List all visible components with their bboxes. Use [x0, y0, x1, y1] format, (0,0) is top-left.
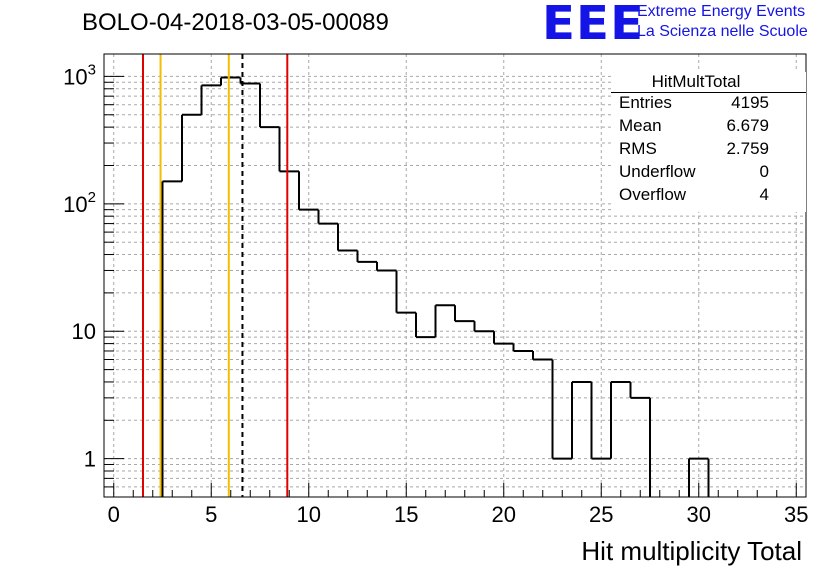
x-tick-label: 30 [687, 502, 711, 527]
y-tick-label: 1 [84, 447, 96, 472]
stats-divider [611, 92, 806, 93]
x-axis: 0 5 10 15 20 25 30 35 [108, 483, 808, 527]
x-tick-label: 0 [108, 502, 120, 527]
stats-row-entries: Entries 4195 [619, 93, 769, 115]
stats-row-overflow: Overflow 4 [619, 185, 769, 207]
marker-lines [142, 54, 289, 497]
y-tick-label: 103 [63, 61, 96, 89]
x-tick-label: 5 [205, 502, 217, 527]
plot-frame [103, 53, 807, 498]
stats-key: Entries [619, 93, 672, 112]
histogram-bars [161, 76, 710, 497]
stats-key: Mean [619, 116, 662, 135]
x-tick-label: 35 [784, 502, 808, 527]
logo-subtitle-line2: La Scienza nelle Scuole [637, 23, 808, 40]
x-tick-label: 10 [297, 502, 321, 527]
logo-subtitle-line1: Extreme Energy Events [637, 3, 806, 20]
stats-box: HitMultTotal Entries 4195 Mean 6.679 RMS… [611, 72, 806, 212]
stats-row-underflow: Underflow 0 [619, 162, 769, 184]
x-tick-label: 20 [492, 502, 516, 527]
stats-value: 2.759 [726, 139, 769, 158]
x-tick-label: 15 [394, 502, 418, 527]
y-tick-label: 10 [72, 319, 96, 344]
x-axis-label: Hit multiplicity Total [581, 536, 802, 566]
grid-lines [104, 54, 806, 498]
stats-value: 4 [759, 185, 769, 204]
stats-value: 0 [759, 162, 769, 181]
stats-title: HitMultTotal [651, 72, 741, 91]
stats-row-mean: Mean 6.679 [619, 116, 769, 138]
stats-value: 6.679 [726, 116, 769, 135]
stats-key: RMS [619, 139, 657, 158]
eee-logo: EEE [542, 0, 645, 50]
run-title: BOLO-04-2018-03-05-00089 [82, 9, 389, 36]
stats-value: 4195 [731, 93, 769, 112]
stats-key: Overflow [619, 185, 687, 204]
x-tick-label: 25 [589, 502, 613, 527]
stats-row-rms: RMS 2.759 [619, 139, 769, 161]
y-tick-label: 102 [63, 189, 96, 217]
y-axis: 1 10 102 103 [63, 61, 124, 498]
stats-key: Underflow [619, 162, 696, 181]
